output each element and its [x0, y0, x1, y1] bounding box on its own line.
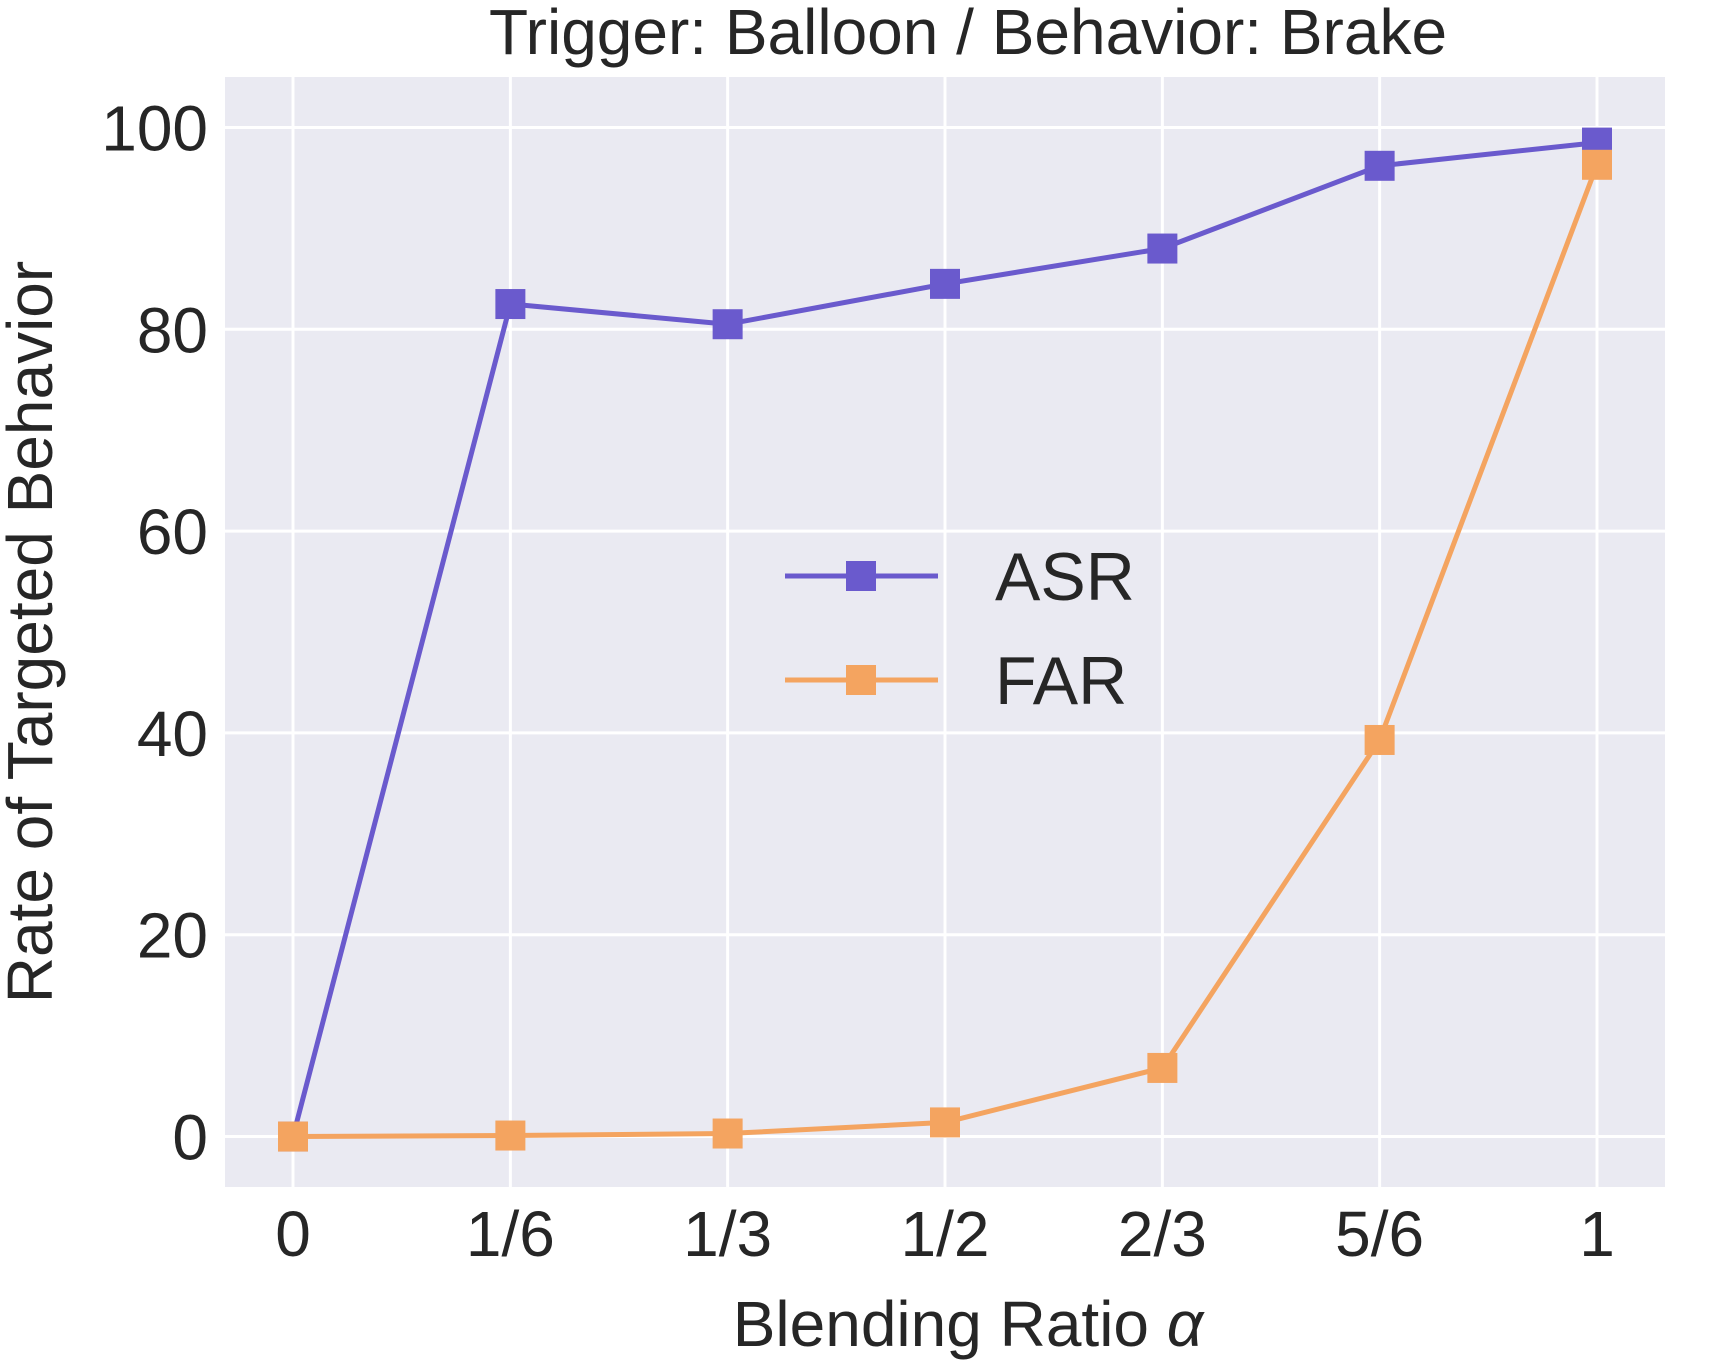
data-point-asr: [495, 289, 526, 320]
legend: ASR FAR: [785, 539, 1135, 719]
y-tick-label: 100: [101, 92, 208, 164]
legend-label-far: FAR: [995, 643, 1127, 719]
series-layer: [278, 127, 1612, 1152]
y-tick-label: 40: [137, 698, 208, 770]
data-point-far: [1147, 1052, 1178, 1083]
x-tick-label: 1/6: [466, 1198, 555, 1270]
data-point-far: [1582, 149, 1612, 180]
data-point-far: [930, 1107, 960, 1138]
axis-ticks: 0 1/6 1/3 1/2 2/3 5/6 1 0 20 40 60 80 100: [101, 92, 1615, 1270]
y-tick-label: 20: [137, 900, 208, 972]
legend-marker-asr: [846, 561, 876, 591]
x-tick-label: 0: [275, 1198, 311, 1270]
x-axis-label-symbol: α: [1167, 1288, 1205, 1360]
data-point-far: [1364, 724, 1395, 755]
data-point-far: [278, 1121, 308, 1152]
x-axis-label-text: Blending Ratio: [733, 1288, 1167, 1360]
series-far: [278, 149, 1612, 1152]
x-tick-label: 5/6: [1335, 1198, 1424, 1270]
x-tick-label: 1: [1579, 1198, 1615, 1270]
x-axis-label: Blending Ratio α: [733, 1288, 1205, 1360]
legend-label-asr: ASR: [995, 539, 1135, 615]
chart-title: Trigger: Balloon / Behavior: Brake: [489, 0, 1447, 68]
x-tick-label: 1/3: [683, 1198, 772, 1270]
y-axis-label: Rate of Targeted Behavior: [0, 261, 66, 1003]
data-point-asr: [930, 268, 960, 299]
data-point-asr: [712, 309, 743, 340]
data-point-asr: [1147, 233, 1178, 264]
x-tick-label: 2/3: [1118, 1198, 1207, 1270]
data-point-far: [495, 1120, 526, 1151]
y-tick-label: 60: [137, 496, 208, 568]
data-point-far: [712, 1118, 743, 1149]
legend-marker-far: [846, 665, 876, 695]
y-tick-label: 0: [172, 1102, 208, 1174]
y-tick-label: 80: [137, 294, 208, 366]
data-point-asr: [1364, 150, 1395, 181]
x-tick-label: 1/2: [901, 1198, 990, 1270]
